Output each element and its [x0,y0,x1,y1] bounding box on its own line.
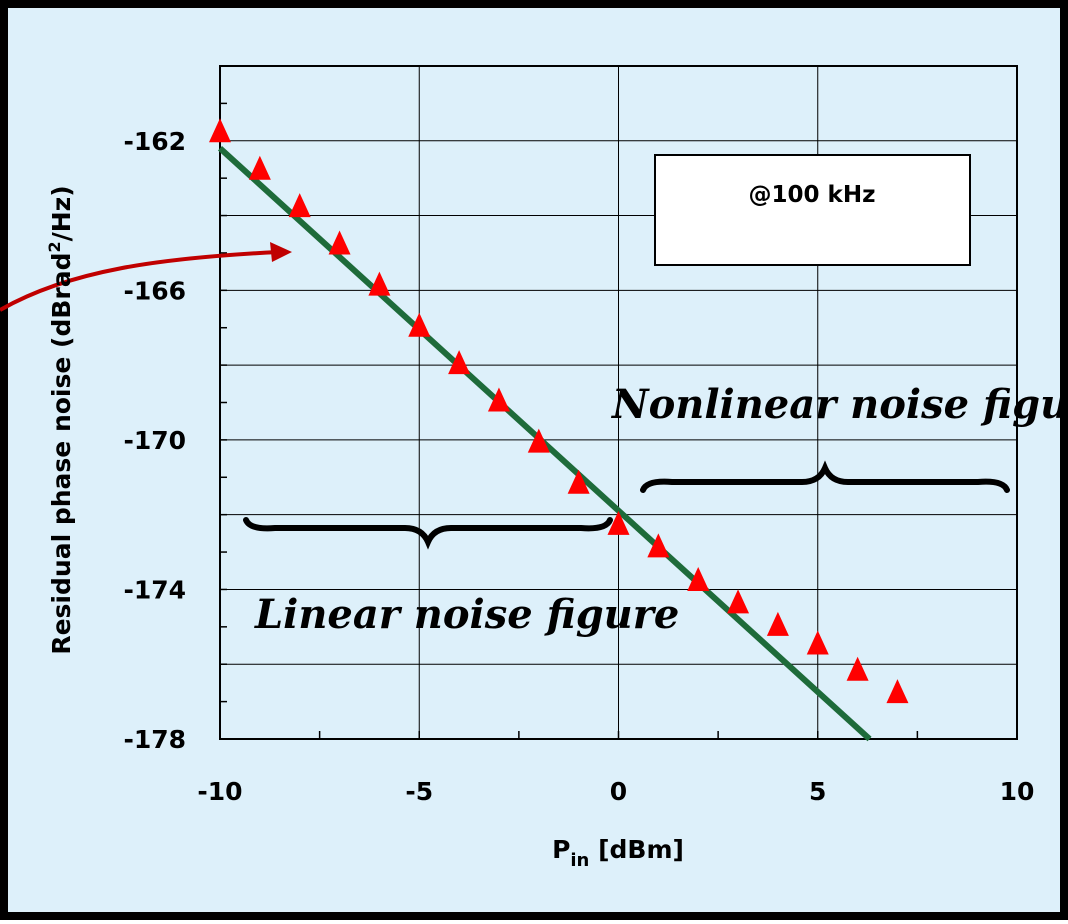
data-point-triangle [846,656,869,681]
data-point-triangle [368,271,391,296]
data-point-triangle [727,589,750,614]
data-point-triangle [886,679,909,704]
data-point-triangle [527,428,550,453]
y-tick-label: -162 [123,127,186,156]
nonlinear-annotation: Nonlinear noise figure [610,381,1068,428]
linear-annotation: Linear noise figure [254,591,679,638]
data-point-triangle [607,510,630,535]
x-tick-labels: -10 -5 0 5 10 [197,777,1034,806]
series-layer [209,118,909,742]
data-point-triangle [209,118,231,143]
data-point-triangle [766,611,789,636]
x-tick-label: 5 [809,777,826,806]
x-tick-label: -5 [405,777,433,806]
data-point-triangle [328,230,351,255]
linear-brace [243,517,613,550]
data-point-triangle [687,566,710,591]
x-axis-label-rest: [dBm] [589,835,684,864]
y-tick-label: -174 [123,575,186,604]
x-tick-label: -10 [197,777,242,806]
data-point-triangle [248,155,271,180]
y-axis-label-sup: 2 [45,241,64,252]
inset-box-frame [654,154,971,266]
data-point-triangle [487,387,510,412]
arrow-head [270,242,292,262]
arrow-line [0,250,279,312]
data-point-triangle [448,350,471,375]
tick-marks [219,65,1018,740]
data-point-triangle [567,469,590,494]
y-tick-label: -170 [123,426,186,455]
x-tick-label: 0 [610,777,627,806]
y-tick-labels: -162 -166 -170 -174 -178 [123,127,186,754]
x-axis-label-main: P [552,835,570,864]
nonlinear-brace [640,460,1010,493]
data-point-triangle [647,533,670,558]
inset-box-label: @100 kHz [749,182,876,208]
data-point-triangle [288,193,311,218]
inset-box: @100 kHz [654,154,971,266]
y-axis-label-rest: /Hz) [47,185,76,241]
data-point-triangle [806,630,829,655]
data-point-triangle [408,312,431,337]
x-tick-label: 10 [1000,777,1035,806]
x-axis-label: Pin [dBm] [552,835,684,871]
y-axis-label: Residual phase noise (dBrad2/Hz) [45,185,76,654]
y-axis-label-main: Residual phase noise (dBrad [47,253,76,655]
x-axis-label-sub: in [570,850,589,871]
y-tick-label: -178 [123,725,186,754]
y-tick-label: -166 [123,276,186,305]
grid [220,66,1017,739]
